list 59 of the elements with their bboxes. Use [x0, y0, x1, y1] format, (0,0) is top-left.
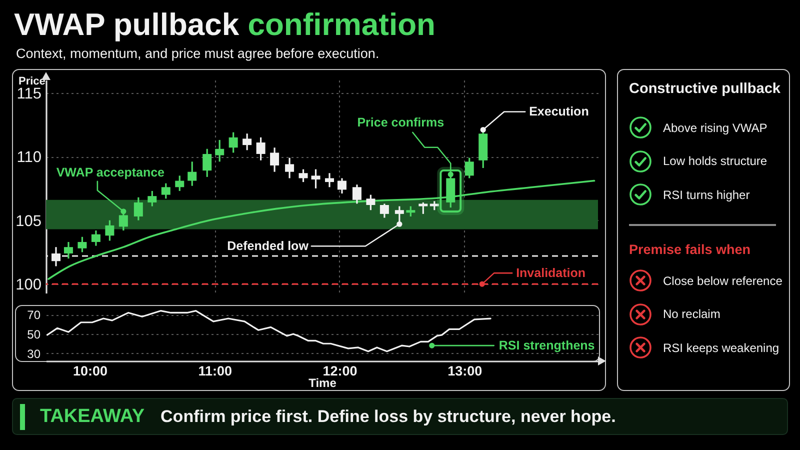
candlestick	[228, 131, 238, 154]
line-series	[46, 310, 492, 352]
candlestick	[134, 196, 143, 222]
text: RSI turns higher	[663, 186, 750, 202]
candlestick	[215, 139, 224, 162]
candlestick	[256, 136, 266, 162]
text: Constructive pullback	[629, 80, 780, 98]
annotation: Execution	[529, 104, 589, 119]
x-tick-label: 12:00	[322, 364, 358, 378]
annotation: RSI strengthens	[498, 338, 595, 353]
y-tick-label: 30	[27, 346, 41, 361]
candlestick	[242, 132, 252, 151]
candlestick	[105, 220, 114, 242]
candlestick	[64, 241, 73, 260]
y-tick-label: 100	[16, 276, 42, 294]
x-tick-label: 11:00	[198, 364, 232, 378]
candlestick	[324, 172, 334, 188]
y-tick-label: 110	[16, 149, 42, 166]
x-tick-label: 13:00	[448, 364, 482, 378]
y-tick-label: 70	[27, 308, 41, 322]
y-tick-label: 115	[16, 85, 42, 102]
candlestick	[91, 230, 100, 247]
x-axis-title: Time	[308, 376, 337, 390]
candlestick	[202, 148, 212, 178]
text: No reclaim	[663, 306, 720, 322]
text: Confirm price first. Define loss by structure, never hope.	[160, 406, 616, 426]
y-tick-label: 105	[16, 212, 42, 230]
text: RSI keeps weakening	[663, 340, 780, 356]
chart-title: VWAP pullback confirmation	[14, 7, 436, 43]
legend-label: Invalidation	[516, 266, 586, 280]
line-series	[48, 180, 596, 280]
chart-subtitle: Context, momentum, and price must agree before execution.	[16, 45, 380, 62]
candlestick	[285, 157, 294, 180]
candlestick	[352, 184, 362, 205]
y-axis-title: Price	[18, 76, 46, 88]
candlestick	[78, 236, 87, 253]
candlestick	[380, 202, 389, 219]
annotation: Defended low	[227, 239, 309, 254]
candlestick	[337, 177, 346, 194]
candlestick	[175, 174, 184, 192]
candlestick	[366, 194, 376, 211]
text: Close below reference	[663, 272, 782, 288]
text: Premise fails when	[629, 240, 751, 258]
x-tick-label: 10:00	[72, 364, 108, 378]
annotation: Price confirms	[357, 115, 444, 130]
candlestick	[161, 182, 170, 200]
annotation: VWAP acceptance	[56, 165, 165, 180]
candlestick	[406, 205, 416, 218]
text: Low holds structure	[663, 153, 768, 169]
candlestick	[188, 160, 197, 187]
text: Above rising VWAP	[663, 120, 768, 136]
candlestick	[270, 146, 280, 173]
y-tick-label: 50	[27, 327, 41, 342]
candlestick	[464, 157, 474, 180]
candlestick	[418, 202, 428, 215]
candlestick	[298, 168, 308, 183]
text: TAKEAWAY	[40, 406, 145, 428]
candlestick	[148, 190, 157, 208]
candlestick	[311, 168, 320, 190]
